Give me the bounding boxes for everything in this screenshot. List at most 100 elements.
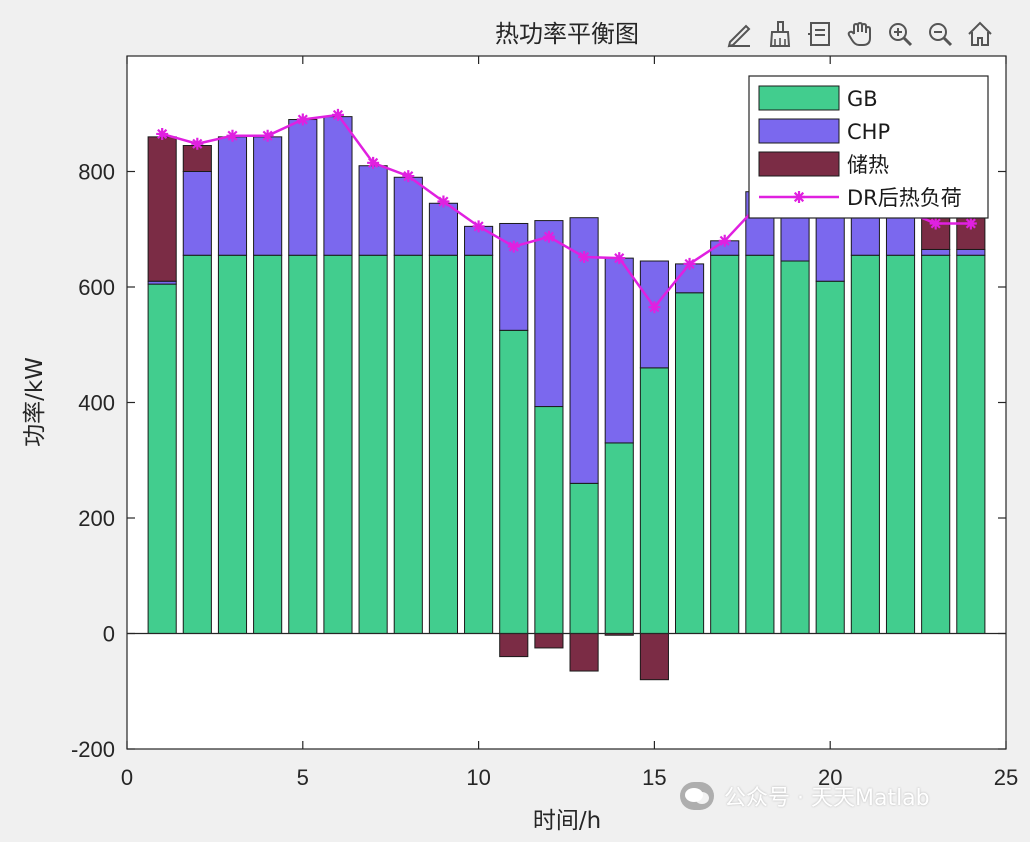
dr-load-marker-7 xyxy=(367,156,380,169)
bar-chp-24 xyxy=(956,248,986,256)
legend-star-marker xyxy=(793,191,805,203)
bar-chp-23 xyxy=(921,248,951,256)
x-tick-label: 15 xyxy=(642,765,666,790)
dr-load-marker-2 xyxy=(191,137,204,150)
bar-storage-15 xyxy=(639,633,669,681)
bar-gb-5 xyxy=(288,254,318,635)
axes-toolbar xyxy=(722,14,998,54)
bar-gb-12 xyxy=(534,406,564,635)
bar-gb-24 xyxy=(956,254,986,635)
bar-gb-8 xyxy=(393,254,423,635)
data-tips-button[interactable] xyxy=(802,16,838,52)
bar-gb-1 xyxy=(147,283,177,634)
zoom-out-icon xyxy=(929,23,953,47)
y-tick-label: 0 xyxy=(103,622,115,647)
dr-load-marker-24 xyxy=(964,217,977,230)
watermark: 公众号 · 天天Matlab xyxy=(680,778,930,814)
watermark-text: 公众号 · 天天Matlab xyxy=(724,786,930,811)
y-tick-label: 200 xyxy=(78,506,115,531)
bar-gb-13 xyxy=(569,482,599,634)
dr-load-marker-13 xyxy=(578,250,591,263)
home-button[interactable] xyxy=(962,16,998,52)
bar-gb-20 xyxy=(815,280,845,634)
bar-chp-2 xyxy=(182,171,212,256)
zoom-in-icon xyxy=(889,23,913,47)
zoom-out-button[interactable] xyxy=(922,16,958,52)
bar-gb-21 xyxy=(850,254,880,635)
wechat-logo-icon xyxy=(680,782,714,810)
legend-label-3: DR后热负荷 xyxy=(847,186,962,210)
legend-swatch-1 xyxy=(758,118,840,144)
zoom-in-button[interactable] xyxy=(882,16,918,52)
y-axis-label: 功率/kW xyxy=(22,357,48,447)
dr-load-marker-23 xyxy=(929,217,942,230)
pan-button[interactable] xyxy=(842,16,878,52)
bar-gb-7 xyxy=(358,254,388,635)
dr-load-marker-4 xyxy=(261,129,274,142)
bar-chp-3 xyxy=(217,136,248,256)
x-tick-label: 10 xyxy=(466,765,490,790)
legend-label-0: GB xyxy=(847,87,878,111)
bar-chp-5 xyxy=(288,119,318,256)
dr-load-marker-5 xyxy=(296,113,309,126)
bar-gb-4 xyxy=(253,254,283,635)
bar-chp-14 xyxy=(604,257,634,444)
dr-load-marker-17 xyxy=(718,234,731,247)
y-tick-label: 400 xyxy=(78,391,115,416)
bar-gb-11 xyxy=(499,329,529,634)
x-tick-label: 5 xyxy=(297,765,309,790)
brush-icon xyxy=(769,21,791,47)
legend[interactable]: GB CHP 储热 DR后热负荷 xyxy=(748,75,989,219)
bar-chp-4 xyxy=(253,136,283,256)
dr-load-marker-12 xyxy=(542,230,555,243)
bar-chp-8 xyxy=(393,176,423,256)
dr-load-marker-6 xyxy=(331,108,344,121)
bar-gb-17 xyxy=(710,254,740,635)
dr-load-marker-1 xyxy=(156,127,169,140)
bar-storage-11 xyxy=(499,633,529,658)
dr-load-marker-10 xyxy=(472,220,485,233)
bar-gb-19 xyxy=(780,260,810,634)
bar-chp-7 xyxy=(358,165,388,256)
dr-load-marker-8 xyxy=(402,170,415,183)
dr-load-marker-11 xyxy=(507,240,520,253)
x-axis-label: 时间/h xyxy=(533,808,601,834)
x-tick-label: 0 xyxy=(121,765,133,790)
edit-axes-icon xyxy=(727,24,751,48)
y-tick-label: 600 xyxy=(78,275,115,300)
bar-gb-9 xyxy=(428,254,459,635)
dr-load-marker-3 xyxy=(226,129,239,142)
x-tick-label: 20 xyxy=(818,765,842,790)
dr-load-marker-14 xyxy=(613,252,626,265)
dr-load-marker-16 xyxy=(683,257,696,270)
bar-gb-16 xyxy=(674,292,705,634)
dr-load-marker-15 xyxy=(648,301,661,314)
bar-gb-22 xyxy=(885,254,916,635)
bar-storage-12 xyxy=(534,633,564,649)
bar-chp-9 xyxy=(428,202,459,256)
legend-label-2: 储热 xyxy=(847,153,889,177)
pan-hand-icon xyxy=(847,21,871,46)
x-tick-label: 25 xyxy=(994,765,1018,790)
bar-gb-2 xyxy=(182,254,212,635)
bar-gb-14 xyxy=(604,442,634,634)
bar-gb-10 xyxy=(464,254,494,635)
bar-gb-6 xyxy=(323,254,353,635)
bar-gb-23 xyxy=(921,254,951,635)
y-tick-label: 800 xyxy=(78,160,115,185)
legend-swatch-0 xyxy=(758,85,840,111)
dr-load-marker-9 xyxy=(437,195,450,208)
bar-chp-6 xyxy=(323,116,353,256)
bar-gb-18 xyxy=(745,254,775,635)
edit-axes-button[interactable] xyxy=(722,16,758,52)
bar-gb-15 xyxy=(639,367,669,634)
home-icon xyxy=(968,21,992,46)
data-tips-icon xyxy=(808,22,830,46)
bar-chp-15 xyxy=(639,260,669,369)
chart-title: 热功率平衡图 xyxy=(495,20,639,48)
bar-storage-1 xyxy=(147,136,177,282)
brush-button[interactable] xyxy=(762,16,798,52)
bar-storage-13 xyxy=(569,633,599,672)
